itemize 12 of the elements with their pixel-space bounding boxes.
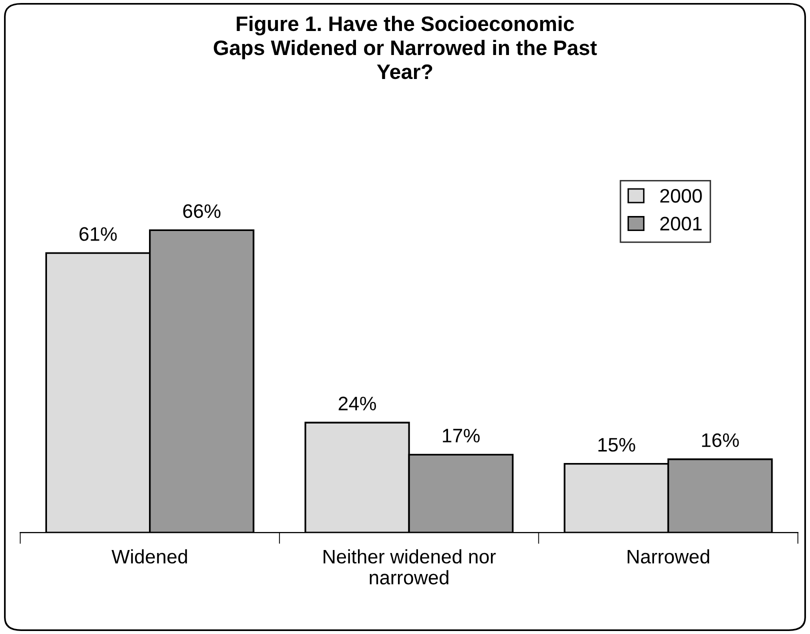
x-tick-label: Neither widened nor narrowed — [324, 549, 496, 584]
x-tick-label: Narrowed — [628, 549, 710, 564]
x-tick-label: Widened — [112, 549, 187, 564]
data-label: 24% — [338, 396, 376, 410]
legend-label: 2000 — [660, 188, 702, 203]
data-label: 17% — [442, 428, 480, 442]
legend-label: 2001 — [660, 216, 702, 231]
data-label: 16% — [702, 433, 739, 448]
chart-title: Figure 1. Have the Socioeconomic Gaps Widened or Narrowed in the Past Year? — [214, 16, 597, 80]
data-label: 15% — [598, 438, 636, 452]
data-label: 66% — [183, 204, 220, 218]
data-label: 61% — [80, 227, 117, 241]
